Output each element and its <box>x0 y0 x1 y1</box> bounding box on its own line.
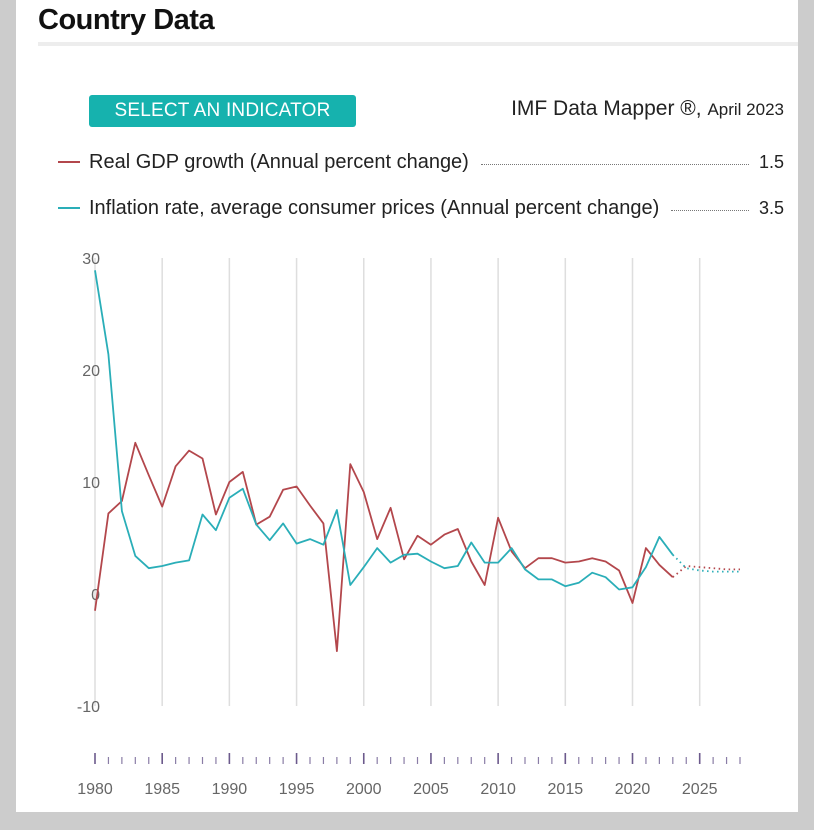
title-divider <box>38 42 798 46</box>
x-tick-label: 1995 <box>279 781 315 798</box>
x-tick-label: 2020 <box>615 781 651 798</box>
source-date: April 2023 <box>707 100 784 119</box>
series-line-gdp <box>94 441 674 652</box>
legend-leader-gdp <box>480 163 749 165</box>
legend-value-gdp: 1.5 <box>758 151 784 172</box>
legend-leader-inflation <box>671 209 749 211</box>
series-projection-inflation <box>672 554 740 573</box>
series-line-inflation <box>94 270 674 591</box>
legend-value-inflation: 3.5 <box>758 197 784 218</box>
page-title: Country Data <box>38 4 215 36</box>
x-tick-label: 1985 <box>144 781 180 798</box>
y-tick-label: 20 <box>82 363 100 380</box>
y-tick-label: -10 <box>77 699 100 716</box>
select-indicator-button[interactable]: SELECT AN INDICATOR <box>89 95 356 127</box>
source-name: IMF Data Mapper ®, <box>511 97 702 120</box>
x-tick-label: 1980 <box>77 781 113 798</box>
legend-label-gdp: Real GDP growth (Annual percent change) <box>89 150 469 173</box>
legend-item-inflation[interactable]: Inflation rate, average consumer prices … <box>58 194 784 222</box>
x-tick-label: 2015 <box>548 781 584 798</box>
x-tick-label: 2025 <box>682 781 718 798</box>
y-tick-label: 30 <box>82 251 100 268</box>
legend-swatch-gdp <box>58 161 80 163</box>
legend-item-gdp-growth[interactable]: Real GDP growth (Annual percent change) … <box>58 148 784 176</box>
x-tick-label: 2000 <box>346 781 382 798</box>
x-tick-label: 1990 <box>212 781 248 798</box>
legend-swatch-inflation <box>58 207 80 209</box>
x-tick-label: 2010 <box>480 781 516 798</box>
y-tick-label: 0 <box>91 587 100 604</box>
y-tick-label: 10 <box>82 475 100 492</box>
content-panel <box>16 0 798 812</box>
series-projection-gdp <box>672 565 740 578</box>
x-tick-label: 2005 <box>413 781 449 798</box>
source-attribution: IMF Data Mapper ®, April 2023 <box>511 97 784 121</box>
legend-label-inflation: Inflation rate, average consumer prices … <box>89 196 660 219</box>
